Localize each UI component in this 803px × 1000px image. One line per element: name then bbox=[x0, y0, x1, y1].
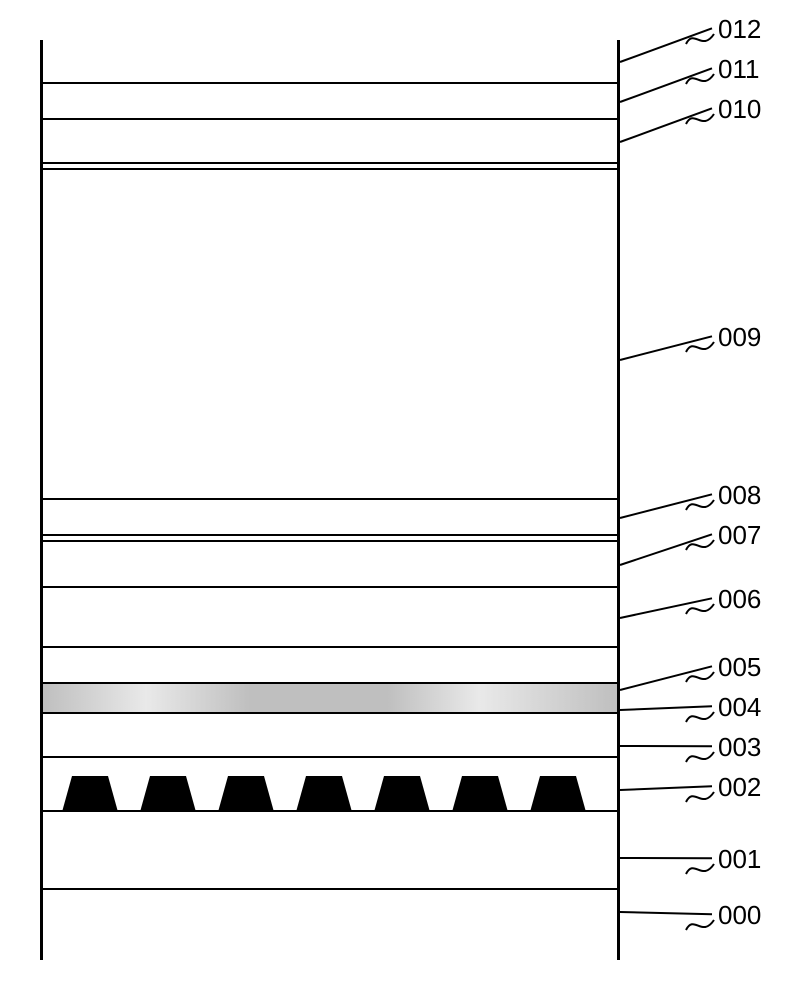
diagram-stage: 012011010009008007006005004003002001000 bbox=[0, 0, 803, 1000]
label-000: 000 bbox=[718, 900, 761, 931]
leader-000 bbox=[0, 0, 803, 1000]
